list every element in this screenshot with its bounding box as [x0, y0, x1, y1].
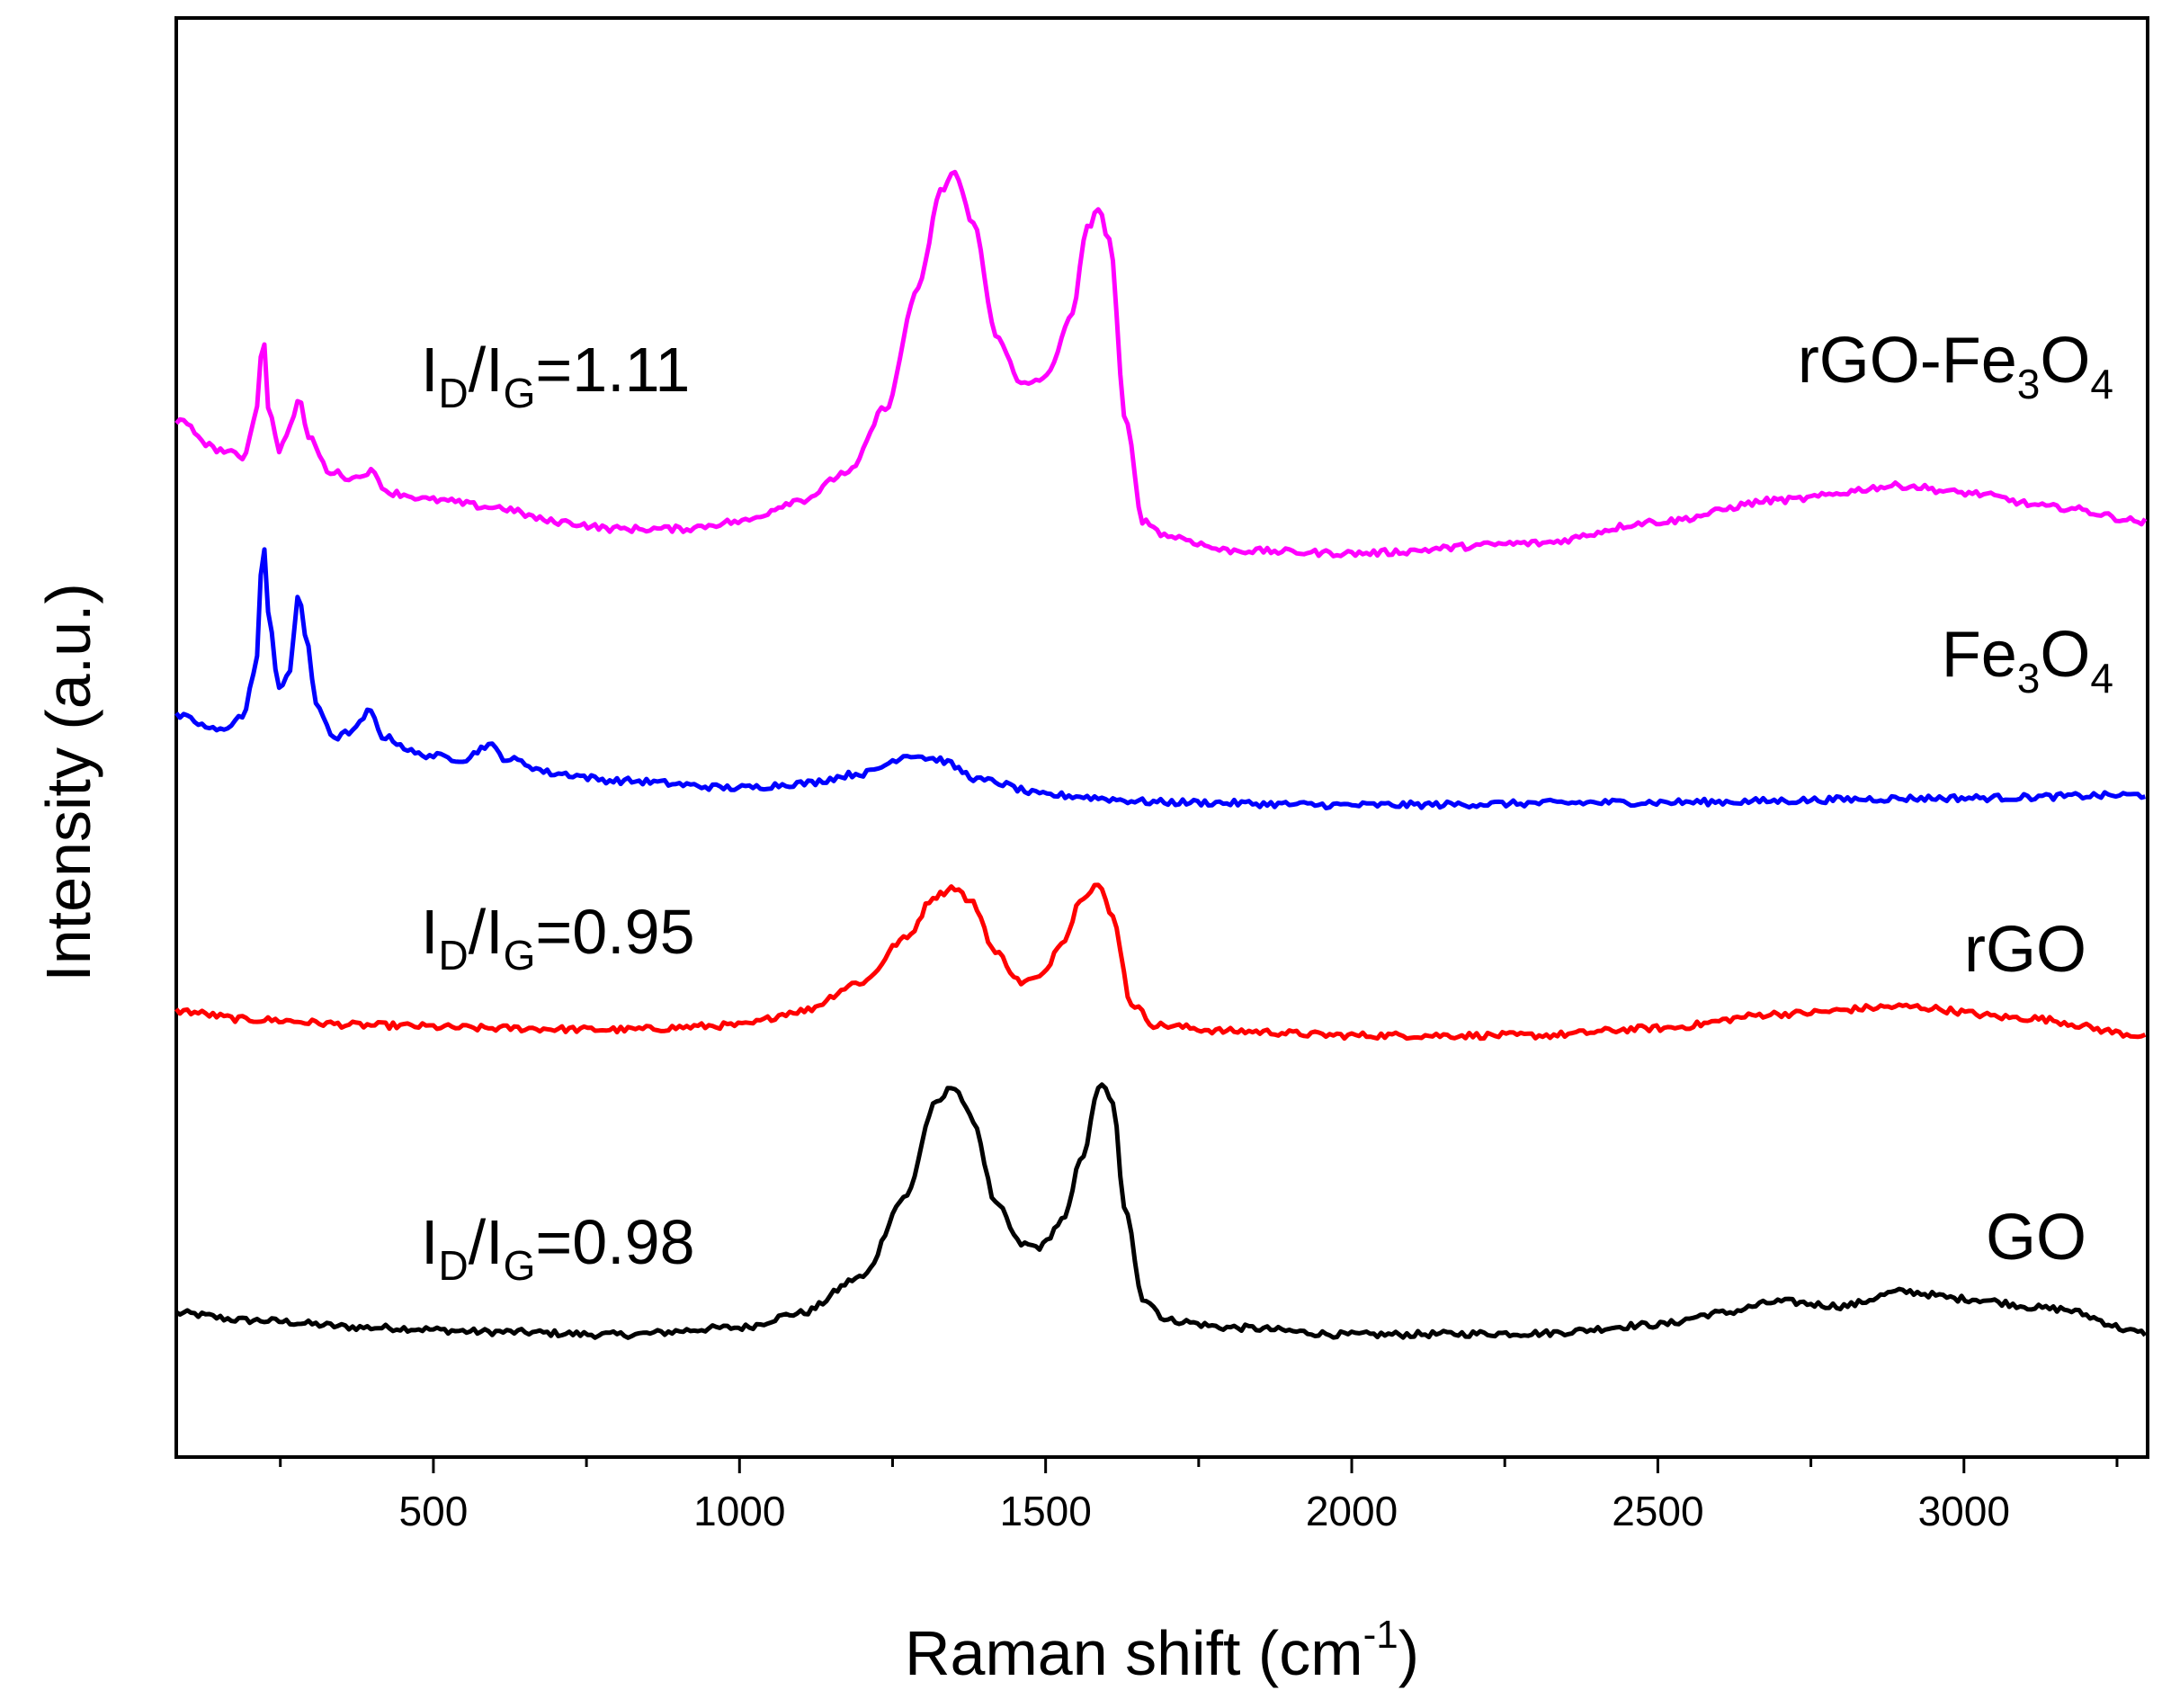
ratio-label-go: ID/IG=0.98	[421, 1207, 695, 1289]
x-tick-label: 3000	[1918, 1488, 2010, 1534]
ratio-label-rgo-fe3o4: ID/IG=1.11	[421, 335, 690, 416]
x-axis-ticks: 500 1000 1500 2000 2500 3000	[279, 1457, 2119, 1534]
ratio-label-rgo: ID/IG=0.95	[421, 897, 695, 979]
series-layer	[174, 169, 2148, 1340]
x-tick-label: 1500	[999, 1488, 1091, 1534]
series-label-rgo: rGO	[1964, 914, 2086, 986]
series-label-rgo-fe3o4: rGO-Fe3O4	[1798, 325, 2113, 407]
series-line-rgo-fe3o4	[174, 169, 2148, 559]
x-axis-title: Raman shift (cm-1)	[905, 1613, 1419, 1688]
series-line-fe3o4	[174, 547, 2146, 810]
x-tick-label: 2000	[1306, 1488, 1398, 1534]
plot-frame	[174, 16, 2149, 1459]
x-tick-label: 2500	[1612, 1488, 1703, 1534]
y-axis-title: Intensity (a.u.)	[33, 583, 103, 982]
series-label-go: GO	[1986, 1202, 2086, 1274]
x-tick-label: 500	[399, 1488, 469, 1534]
series-line-go	[174, 1082, 2148, 1340]
series-line-rgo	[174, 882, 2147, 1042]
series-label-fe3o4: Fe3O4	[1942, 619, 2113, 702]
x-tick-label: 1000	[693, 1488, 785, 1534]
